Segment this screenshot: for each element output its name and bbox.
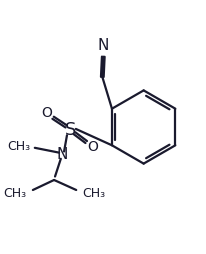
Text: N: N [56,147,67,163]
Text: CH₃: CH₃ [82,187,105,200]
Text: CH₃: CH₃ [7,140,30,153]
Text: CH₃: CH₃ [3,187,26,200]
Text: N: N [98,38,109,53]
Text: O: O [41,106,52,120]
Text: S: S [65,121,76,139]
Text: O: O [87,140,98,154]
